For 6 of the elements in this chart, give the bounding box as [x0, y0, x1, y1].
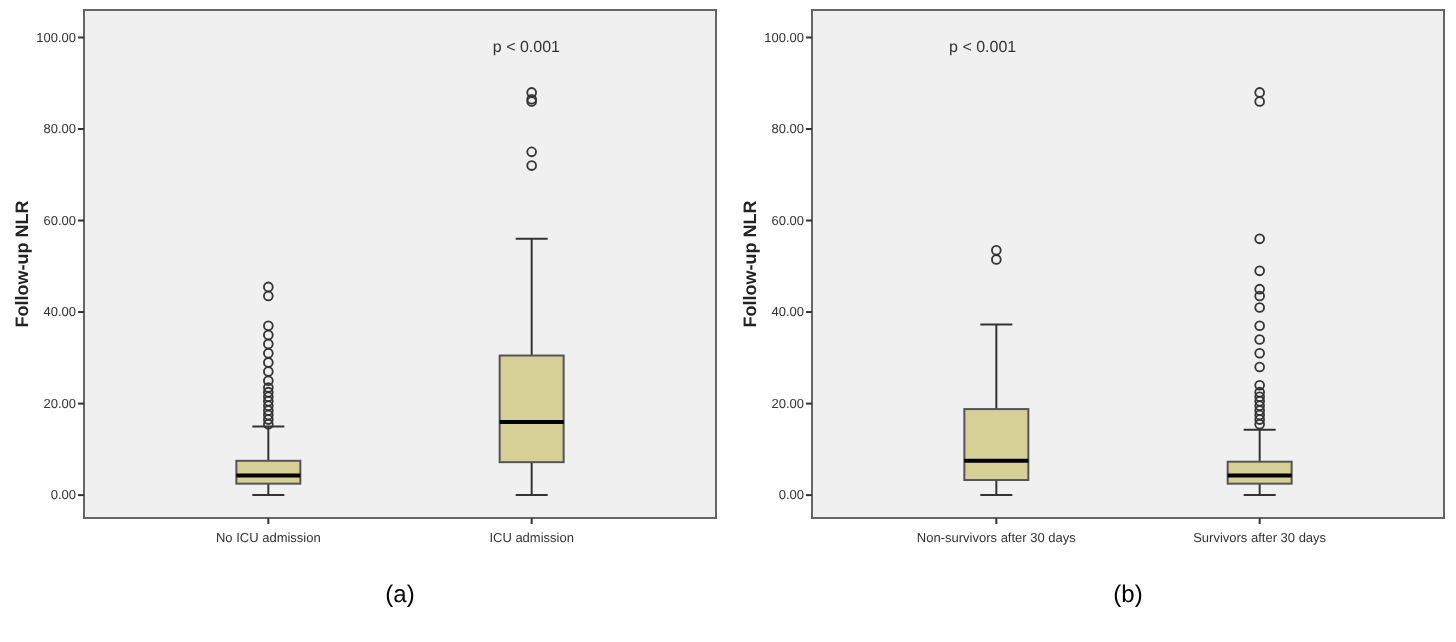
- y-axis-title: Follow-up NLR: [12, 199, 32, 328]
- text: (b): [1113, 580, 1143, 608]
- annotation: p < 0.001: [949, 38, 1018, 56]
- text: (a): [385, 580, 415, 608]
- y-axis-title: Follow-up NLR: [740, 199, 760, 328]
- annotation: p < 0.001: [492, 38, 562, 56]
